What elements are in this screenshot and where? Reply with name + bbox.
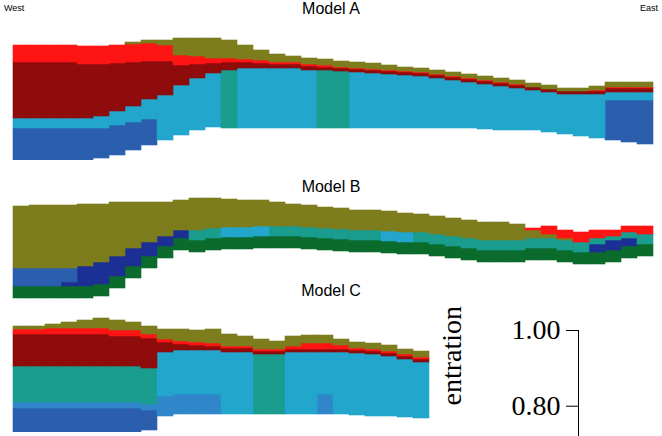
svg-text:entration: entration: [436, 306, 467, 406]
svg-text:1.00: 1.00: [512, 314, 561, 345]
html-text:Model A: Model A: [302, 0, 360, 17]
html-text:Model B: Model B: [301, 178, 361, 195]
html-text:East: East: [640, 3, 658, 13]
html-text:West: West: [4, 3, 25, 13]
html-text:Model C: Model C: [301, 282, 361, 299]
svg-text:0.80: 0.80: [512, 390, 561, 421]
